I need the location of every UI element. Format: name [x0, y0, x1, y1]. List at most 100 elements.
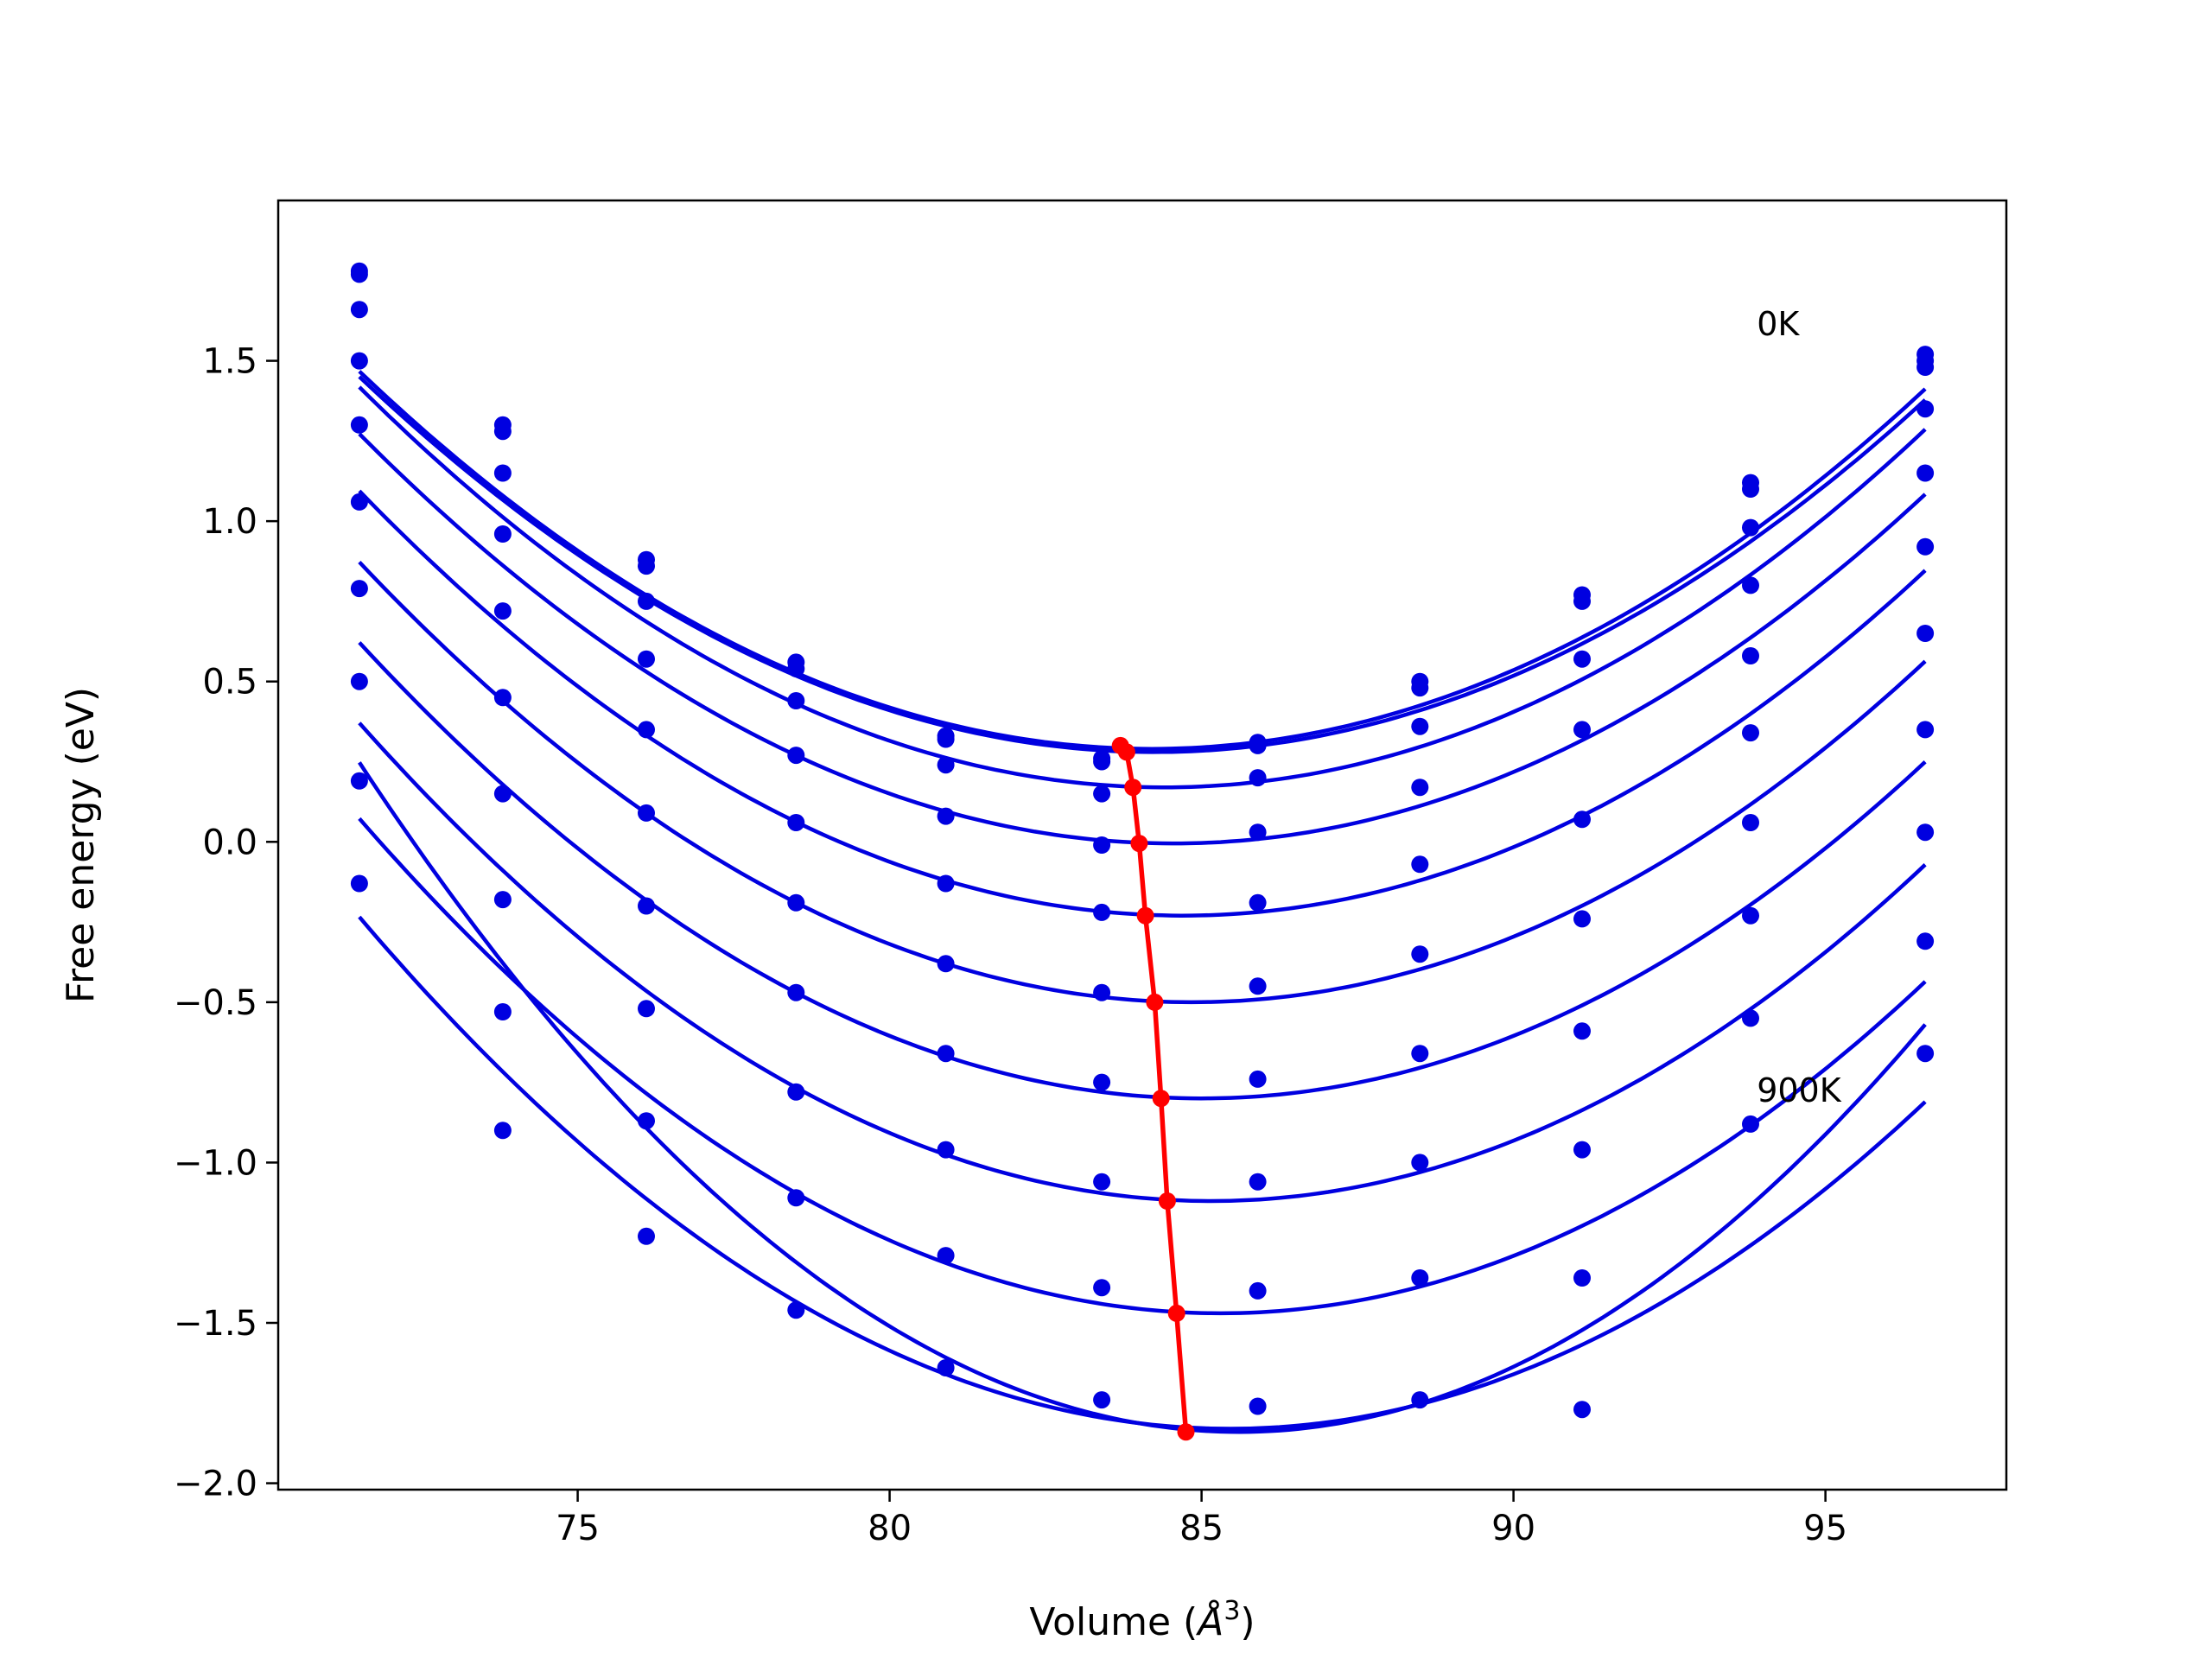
data-point-s3-p8	[1573, 721, 1591, 739]
minima-point-4	[1136, 906, 1154, 925]
data-point-s5-p0	[350, 493, 368, 511]
fit-curve-5	[358, 560, 1927, 1005]
data-point-s3-p6	[1249, 823, 1267, 842]
x-axis-ticks: 75 80 85 90 95	[556, 1490, 1847, 1548]
data-point-s8-p6	[1249, 1281, 1267, 1300]
data-point-s9-p7	[1411, 1391, 1429, 1409]
data-point-s7-p3	[787, 1083, 805, 1101]
data-point-s5-p4	[937, 955, 955, 973]
x-axis-label-sup: 3	[1224, 1596, 1240, 1626]
data-point-s6-p7	[1411, 1045, 1429, 1063]
x-tick-label-3: 90	[1491, 1509, 1535, 1548]
y-tick-label-5: −1.0	[174, 1143, 257, 1183]
data-point-s3-p5	[1093, 836, 1111, 854]
data-point-s1-p7	[1411, 679, 1429, 697]
data-point-s3-p9	[1742, 576, 1759, 594]
data-point-s6-p9	[1742, 814, 1759, 831]
data-point-s2-p7	[1411, 717, 1429, 735]
data-point-s7-p1	[493, 891, 512, 909]
data-point-s8-p4	[937, 1247, 955, 1265]
data-point-s6-p3	[787, 983, 805, 1001]
data-point-s3-p2	[638, 650, 655, 668]
data-point-s2-p5	[1093, 785, 1111, 803]
fit-curve-6	[358, 641, 1927, 1101]
data-point-s4-p5	[1093, 903, 1111, 921]
data-point-s9-p2	[638, 1227, 655, 1245]
data-point-s3-p1	[493, 525, 512, 543]
data-point-s2-p2	[638, 592, 655, 610]
y-tick-label-6: −1.5	[174, 1304, 257, 1344]
data-point-s9-p10	[1916, 932, 1935, 950]
data-point-s2-p6	[1249, 769, 1267, 787]
data-point-s3-p0	[350, 352, 368, 370]
data-point-s7-p4	[937, 1141, 955, 1159]
minima-point-2	[1124, 779, 1142, 797]
data-point-s8-p7	[1411, 1269, 1429, 1287]
data-point-s8-p1	[493, 1003, 512, 1020]
data-point-s8-p0	[350, 772, 368, 790]
data-point-s5-p8	[1573, 910, 1591, 928]
data-point-s2-p9	[1742, 518, 1759, 537]
annotation-0: 0K	[1757, 305, 1800, 343]
y-axis-label: Free energy (eV)	[59, 687, 103, 1003]
data-point-s5-p9	[1742, 724, 1759, 742]
data-point-s7-p0	[350, 672, 368, 690]
data-point-s5-p2	[638, 804, 655, 822]
x-tick-label-4: 95	[1803, 1509, 1847, 1548]
x-axis-label-close: )	[1240, 1600, 1255, 1644]
data-point-s8-p9	[1742, 1009, 1759, 1027]
fit-curve-10	[358, 761, 1927, 1434]
data-point-s4-p10	[1916, 464, 1935, 482]
data-point-s9-p9	[1742, 1115, 1759, 1133]
minima-line	[1111, 736, 1195, 1441]
minima-path	[1118, 743, 1189, 1433]
data-point-s6-p10	[1916, 625, 1935, 642]
data-point-s9-p5	[1093, 1391, 1111, 1409]
data-point-s4-p2	[638, 721, 655, 739]
minima-point-8	[1167, 1304, 1185, 1322]
fit-curve-2	[358, 385, 1927, 790]
y-tick-label-1: 1.0	[202, 502, 257, 542]
data-point-s5-p5	[1093, 983, 1111, 1001]
data-point-s8-p10	[1916, 823, 1935, 842]
data-point-s2-p10	[1916, 359, 1935, 376]
data-point-s9-p0	[350, 874, 368, 893]
data-point-s1-p0	[350, 265, 368, 283]
data-point-s4-p4	[937, 874, 955, 893]
data-point-s9-p1	[493, 1122, 512, 1140]
data-point-s4-p8	[1573, 810, 1591, 829]
x-tick-label-2: 85	[1179, 1509, 1224, 1548]
data-point-s5-p6	[1249, 977, 1267, 995]
y-tick-label-4: −0.5	[174, 983, 257, 1023]
data-point-s4-p1	[493, 602, 512, 620]
minima-point-5	[1146, 993, 1164, 1011]
data-point-s6-p4	[937, 1045, 955, 1063]
annotations: 0K 900K	[1757, 305, 1842, 1109]
data-point-s2-p0	[350, 301, 368, 319]
data-point-s1-p4	[937, 730, 955, 748]
data-point-s5-p10	[1916, 537, 1935, 556]
data-point-s9-p3	[787, 1301, 805, 1319]
data-point-s2-p1	[493, 464, 512, 482]
data-point-s6-p5	[1093, 1073, 1111, 1091]
y-tick-label-3: 0.0	[202, 823, 257, 862]
data-point-s1-p2	[638, 557, 655, 575]
data-point-s6-p0	[350, 580, 368, 598]
data-point-s1-p6	[1249, 736, 1267, 754]
y-tick-label-2: 0.5	[202, 663, 257, 702]
data-point-s6-p1	[493, 785, 512, 803]
data-point-s1-p1	[493, 423, 512, 441]
y-tick-label-0: 1.5	[202, 342, 257, 382]
data-point-s7-p5	[1093, 1173, 1111, 1191]
data-point-s7-p2	[638, 1000, 655, 1018]
data-point-s7-p9	[1742, 906, 1759, 925]
y-tick-label-7: −2.0	[174, 1465, 257, 1504]
data-point-s8-p8	[1573, 1269, 1591, 1287]
fit-curve-8	[358, 817, 1927, 1316]
data-point-s2-p3	[787, 692, 805, 709]
data-point-s7-p8	[1573, 1141, 1591, 1159]
fit-curves	[358, 370, 1927, 1434]
minima-point-1	[1117, 743, 1135, 761]
data-point-s9-p8	[1573, 1401, 1591, 1419]
